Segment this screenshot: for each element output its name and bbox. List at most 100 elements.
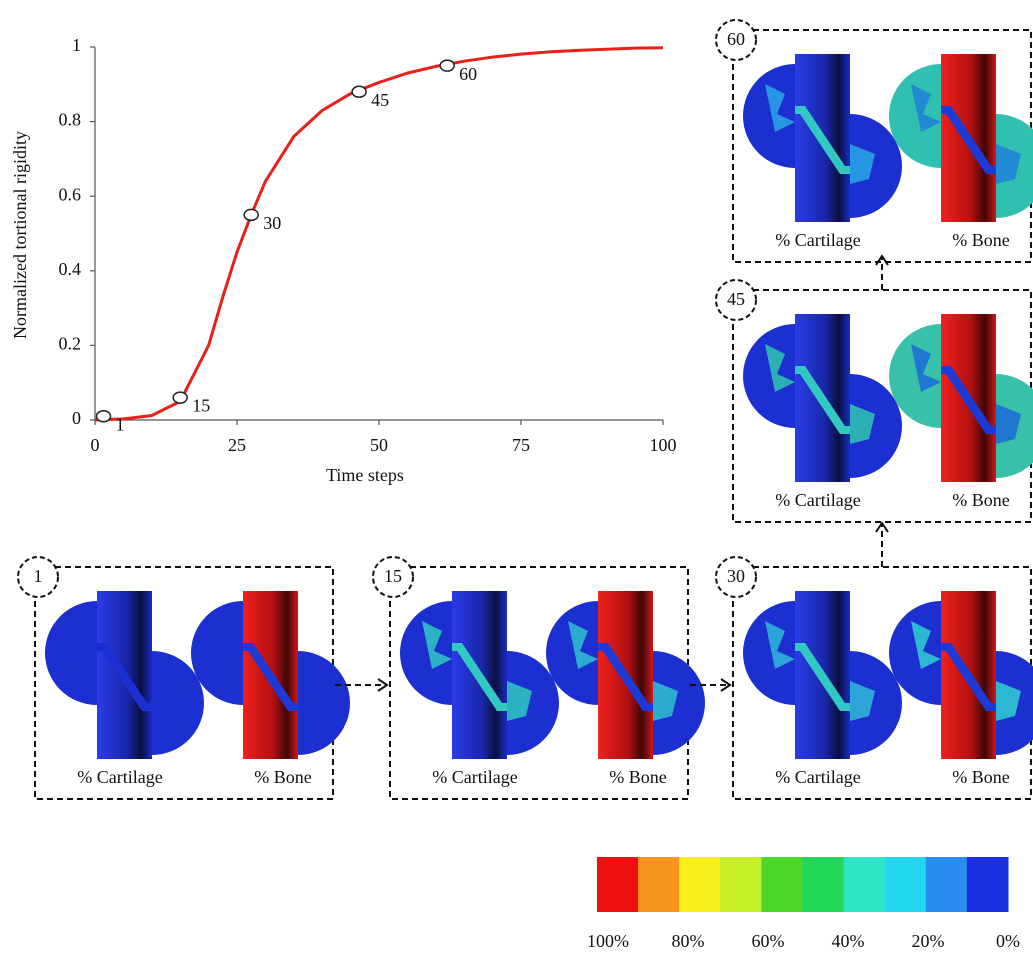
step-label: 15 xyxy=(384,566,402,586)
x-tick-label: 25 xyxy=(228,435,246,455)
patch xyxy=(507,681,532,721)
colorbar-cell xyxy=(679,857,721,912)
step-badge xyxy=(715,556,757,598)
patch xyxy=(422,621,452,669)
colorbar-cell xyxy=(843,857,886,912)
patch xyxy=(850,404,875,444)
disk-top xyxy=(45,601,97,705)
specimen-label: % Bone xyxy=(952,490,1010,510)
y-tick-label: 0.8 xyxy=(59,110,82,130)
y-tick-label: 0 xyxy=(72,408,81,428)
specimen xyxy=(45,591,204,759)
disk-bottom xyxy=(653,651,705,755)
patch xyxy=(911,621,941,669)
marker-label: 15 xyxy=(192,396,210,416)
specimen-label: % Cartilage xyxy=(775,230,860,250)
patch xyxy=(996,681,1021,721)
colorbar-cell xyxy=(597,857,639,912)
disk-top xyxy=(743,324,795,428)
strip xyxy=(795,366,850,434)
colorbar-label: 100% xyxy=(587,931,629,951)
strip xyxy=(598,643,653,711)
patch xyxy=(996,404,1021,444)
disk-bottom xyxy=(298,651,350,755)
strip xyxy=(941,366,996,434)
patch xyxy=(765,84,795,132)
strip xyxy=(452,643,507,711)
strip xyxy=(941,106,996,174)
x-tick-label: 100 xyxy=(650,435,677,455)
disk-top xyxy=(400,601,452,705)
patch xyxy=(765,621,795,669)
marker xyxy=(172,391,188,404)
disk-top xyxy=(889,324,941,428)
marker-label: 30 xyxy=(263,213,281,233)
y-tick-label: 1 xyxy=(72,35,81,55)
step-badge xyxy=(715,19,757,61)
colorbar-cell xyxy=(884,857,927,912)
strip xyxy=(795,643,850,711)
disk-bottom xyxy=(850,374,902,478)
step-label: 30 xyxy=(727,566,745,586)
colorbar-cell xyxy=(966,857,1009,912)
specimen xyxy=(743,314,902,482)
disk-top xyxy=(889,64,941,168)
patch xyxy=(996,144,1021,184)
patch xyxy=(765,344,795,392)
specimen xyxy=(743,591,902,759)
specimen-label: % Cartilage xyxy=(775,490,860,510)
x-tick-label: 0 xyxy=(91,435,100,455)
strip xyxy=(941,643,996,711)
specimen xyxy=(889,591,1033,759)
arrow-head xyxy=(875,521,889,533)
disk-bottom xyxy=(507,651,559,755)
marker-label: 45 xyxy=(371,90,389,110)
specimen-label: % Bone xyxy=(952,767,1010,787)
specimen xyxy=(400,591,559,759)
y-tick-label: 0.6 xyxy=(59,184,82,204)
marker xyxy=(95,410,112,423)
marker-label: 60 xyxy=(459,64,477,84)
arrow-head xyxy=(377,678,389,692)
y-tick-label: 0.2 xyxy=(59,334,82,354)
patch xyxy=(911,84,941,132)
disk-bottom xyxy=(850,114,902,218)
x-tick-label: 75 xyxy=(512,435,530,455)
specimen-label: % Bone xyxy=(254,767,312,787)
strip xyxy=(795,106,850,174)
step-label: 45 xyxy=(727,289,745,309)
specimen-label: % Cartilage xyxy=(77,767,162,787)
disk-top xyxy=(191,601,243,705)
patch xyxy=(568,621,598,669)
colorbar-label: 60% xyxy=(752,931,785,951)
colorbar-cell xyxy=(802,857,845,912)
y-axis-label: Normalized tortional rigidity xyxy=(10,131,30,339)
disk-top xyxy=(743,601,795,705)
strip xyxy=(243,643,298,711)
specimen-label: % Cartilage xyxy=(432,767,517,787)
colorbar-label: 80% xyxy=(672,931,705,951)
patch xyxy=(653,681,678,721)
colorbar-cell xyxy=(638,857,680,912)
specimen-label: % Cartilage xyxy=(775,767,860,787)
patch xyxy=(850,681,875,721)
specimen xyxy=(743,54,902,222)
disk-top xyxy=(743,64,795,168)
marker xyxy=(351,85,367,99)
specimen xyxy=(191,591,350,759)
specimen xyxy=(889,54,1033,222)
disk-bottom xyxy=(850,651,902,755)
strip xyxy=(97,643,152,711)
step-badge xyxy=(372,556,414,598)
colorbar-cell xyxy=(761,857,803,912)
disk-top xyxy=(889,601,941,705)
colorbar-cell xyxy=(720,857,762,912)
marker xyxy=(439,59,455,72)
step-badge xyxy=(17,556,59,598)
step-badge xyxy=(715,279,757,321)
arrow-head xyxy=(720,678,732,692)
specimen-label: % Bone xyxy=(952,230,1010,250)
patch xyxy=(850,144,875,184)
specimen xyxy=(889,314,1033,482)
